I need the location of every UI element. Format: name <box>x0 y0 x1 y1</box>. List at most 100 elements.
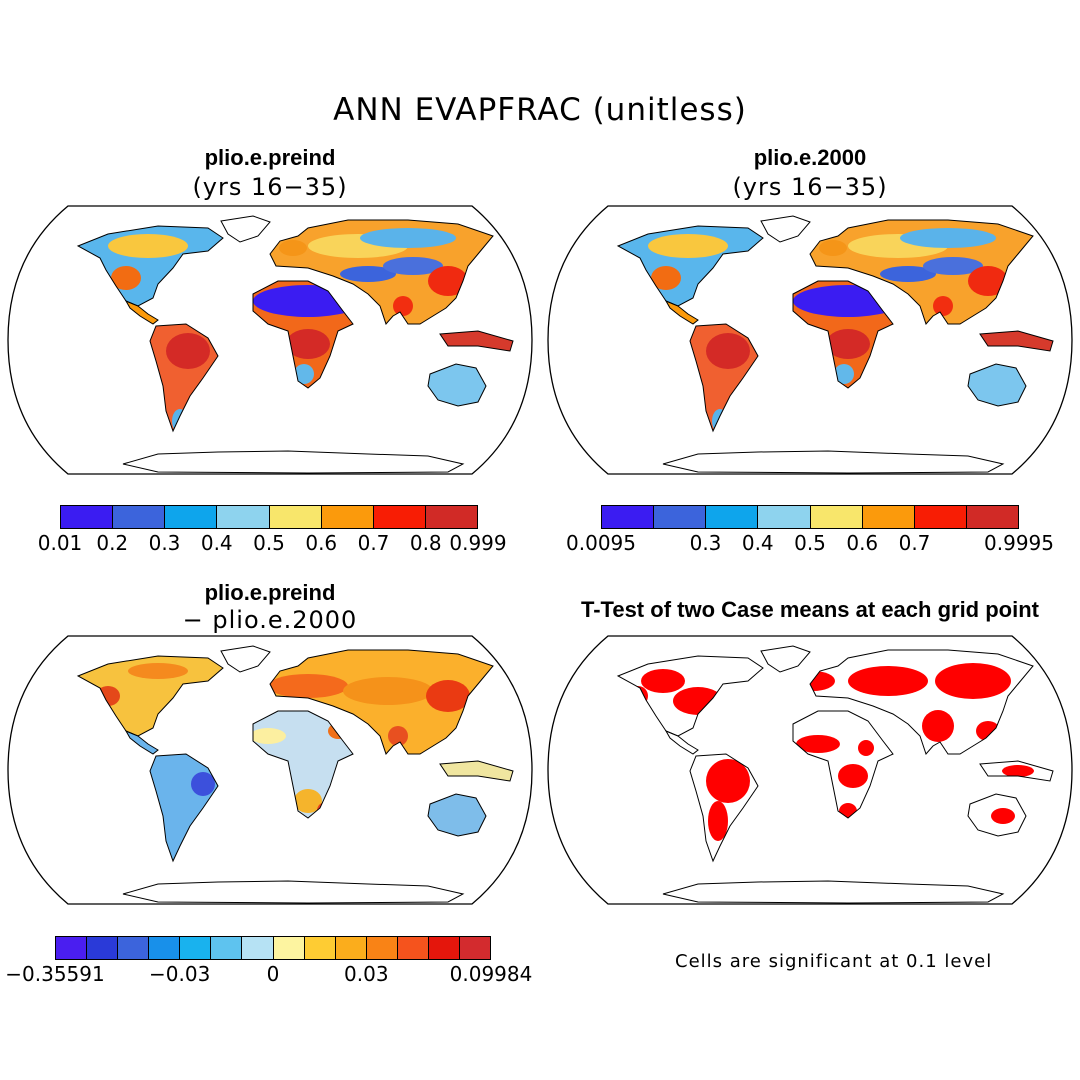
panel2-colorbar <box>601 505 1019 529</box>
colorbar-swatch <box>810 506 863 528</box>
land-australia <box>428 794 486 836</box>
field-patch <box>848 666 928 696</box>
field-patch <box>880 266 936 282</box>
tick: 0.3 <box>689 531 722 555</box>
land-camerica <box>666 301 698 324</box>
field-patches <box>108 228 468 433</box>
field-patch <box>191 772 215 796</box>
coastline-samerica <box>149 323 219 433</box>
field-patch <box>166 333 210 369</box>
field-patch <box>933 296 953 316</box>
field-patch <box>708 801 728 841</box>
coastline-antarctica <box>122 880 465 904</box>
coastline-camerica <box>124 729 159 755</box>
coastline-australia <box>427 363 487 407</box>
tick: 0.01 <box>37 531 83 555</box>
field-patch <box>268 674 348 698</box>
coastline-namerica <box>76 225 224 307</box>
coastline-antarctica <box>662 450 1005 474</box>
coastline-camerica <box>124 299 159 325</box>
coastline-greenland <box>220 215 271 243</box>
colorbar-swatch <box>373 506 426 528</box>
field-patch <box>128 663 188 679</box>
land-namerica <box>78 656 223 736</box>
field-patch <box>340 266 396 282</box>
tick: 0.6 <box>305 531 338 555</box>
panel1-map <box>7 205 533 475</box>
field-patch <box>279 240 307 256</box>
field-patch <box>388 726 408 746</box>
figure-title: ANN EVAPFRAC (unitless) <box>333 92 747 128</box>
coastline-greenland <box>760 215 811 243</box>
coastline-namerica <box>616 655 764 737</box>
field-patch <box>858 740 874 756</box>
tick: 0.8 <box>409 531 442 555</box>
coastline-seasia <box>439 760 514 782</box>
field-patch <box>343 677 433 705</box>
tick: 0 <box>266 962 280 986</box>
field-patches <box>96 663 470 819</box>
panel2-subtitle: (yrs 16−35) <box>732 173 888 201</box>
field-patch <box>651 266 681 290</box>
coastline-greenland <box>220 645 271 673</box>
colorbar-swatch <box>269 506 322 528</box>
coastline-eurasia <box>269 219 494 325</box>
land-australia <box>968 364 1026 406</box>
panel2-title: plio.e.2000 <box>753 145 867 170</box>
panel1-subtitle: (yrs 16−35) <box>192 173 348 201</box>
coastline-seasia <box>979 330 1054 352</box>
colorbar-swatch <box>966 506 1018 528</box>
coastline-samerica <box>689 753 759 863</box>
colorbar-swatch <box>149 937 181 959</box>
coastline-africa <box>252 280 354 389</box>
tick: 0.0095 <box>566 531 636 555</box>
field-patch <box>426 680 470 712</box>
colorbar-swatch <box>460 937 491 959</box>
coastline-antarctica <box>122 450 465 474</box>
field-patch <box>796 735 840 753</box>
tick: −0.35591 <box>5 962 105 986</box>
field-patch <box>648 234 728 258</box>
land-australia <box>428 364 486 406</box>
colorbar-swatch <box>862 506 915 528</box>
land-antarctica <box>663 881 1003 903</box>
field-patch <box>286 329 330 359</box>
tick: 0.5 <box>253 531 285 555</box>
tick: 0.4 <box>200 531 233 555</box>
panel3-map <box>7 635 533 905</box>
land-greenland <box>761 216 810 242</box>
coastline-samerica <box>149 753 219 863</box>
tick: −0.03 <box>149 962 211 986</box>
land-greenland <box>221 646 270 672</box>
field-patch <box>383 257 443 275</box>
colorbar-swatch <box>118 937 150 959</box>
field-patch <box>428 266 468 296</box>
coastline-greenland <box>760 645 811 673</box>
tick: 0.09984 <box>449 962 533 986</box>
land-greenland <box>221 216 270 242</box>
colorbar-swatch <box>654 506 707 528</box>
tick: 0.4 <box>741 531 774 555</box>
panel4-title: T-Test of two Case means at each grid po… <box>580 597 1039 622</box>
colorbar-swatch <box>242 937 274 959</box>
coastline-namerica <box>76 655 224 737</box>
significance-note: Cells are significant at 0.1 level <box>675 951 993 972</box>
field-patch <box>706 759 750 803</box>
colorbar-swatch <box>180 937 212 959</box>
colorbar-swatch <box>217 506 270 528</box>
field-patch <box>900 228 996 248</box>
panel3-colorbar-ticks: −0.35591 −0.03 0 0.03 0.09984 <box>5 936 532 986</box>
coastline-eurasia <box>809 649 1034 755</box>
colorbar-swatch <box>706 506 759 528</box>
colorbar-swatch <box>425 506 477 528</box>
coastline-eurasia <box>809 219 1034 325</box>
field-patch <box>641 669 685 693</box>
coastline-namerica <box>616 225 764 307</box>
land-greenland <box>761 646 810 672</box>
field-patch <box>834 364 854 384</box>
field-patch <box>294 364 314 384</box>
coastline-africa <box>252 710 354 819</box>
field-patch <box>922 710 954 742</box>
tick: 0.3 <box>148 531 181 555</box>
coastline-africa <box>792 710 894 819</box>
